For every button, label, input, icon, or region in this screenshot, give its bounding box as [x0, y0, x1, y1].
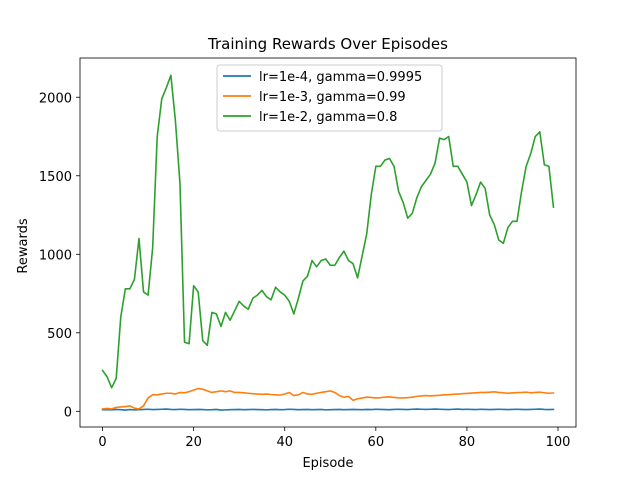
- y-tick-label-4: 2000: [39, 91, 72, 106]
- legend-label-2: lr=1e-3, gamma=0.99: [259, 90, 406, 105]
- y-tick-label-1: 500: [47, 327, 72, 342]
- legend: lr=1e-4, gamma=0.9995 lr=1e-3, gamma=0.99…: [216, 64, 443, 132]
- y-tick-label-2: 1000: [39, 248, 72, 263]
- y-axis-label: Rewards: [16, 218, 31, 273]
- x-axis-label: Episode: [302, 456, 353, 471]
- y-tick-label-3: 1500: [39, 170, 72, 185]
- x-tick-label-2: 40: [276, 435, 293, 450]
- legend-label-3: lr=1e-2, gamma=0.8: [259, 110, 397, 125]
- chart-title: Training Rewards Over Episodes: [207, 35, 448, 53]
- x-tick-label-5: 100: [546, 435, 571, 450]
- legend-box: [216, 64, 443, 132]
- series-line-3: [101, 74, 555, 389]
- x-tick-label-1: 20: [185, 435, 202, 450]
- series-line-2: [101, 387, 555, 410]
- x-tick-label-4: 80: [459, 435, 476, 450]
- y-tick-label-0: 0: [64, 405, 72, 420]
- axes-frame: [79, 57, 577, 428]
- x-tick-label-0: 0: [98, 435, 106, 450]
- x-tick-label-3: 60: [368, 435, 385, 450]
- series-line-1: [101, 408, 555, 411]
- legend-label-1: lr=1e-4, gamma=0.9995: [259, 70, 422, 85]
